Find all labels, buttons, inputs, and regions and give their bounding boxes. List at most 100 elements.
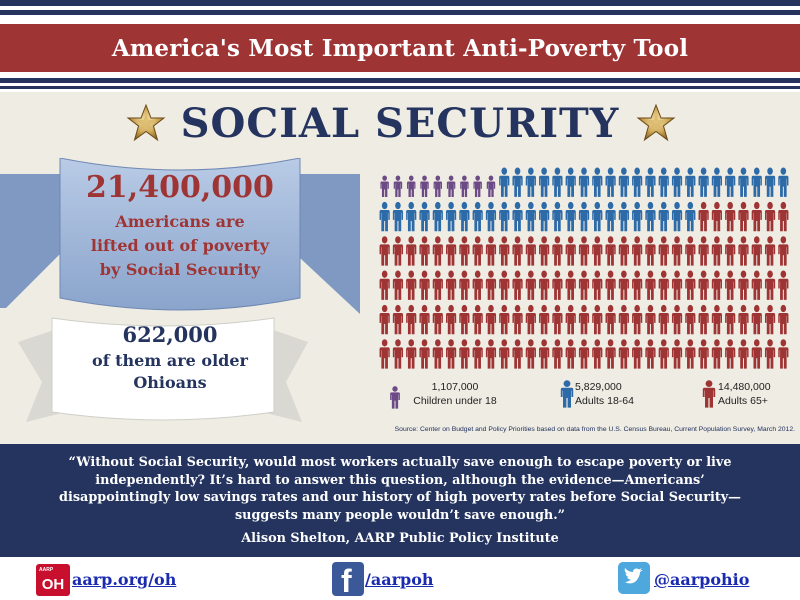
person-icon-seniors — [592, 270, 603, 300]
aarp-logo-tag: AARP — [39, 567, 54, 573]
person-icon-seniors — [711, 270, 722, 300]
person-icon-seniors — [605, 236, 616, 266]
headline: SOCIAL SECURITY — [0, 100, 800, 147]
person-icon-adults — [578, 167, 590, 197]
person-icon-seniors — [419, 339, 430, 369]
person-icon-adults — [499, 201, 510, 232]
person-icon-children — [393, 175, 403, 198]
person-icon-seniors — [432, 270, 443, 300]
person-icon-adults — [751, 167, 762, 197]
person-icon-seniors — [552, 304, 563, 335]
person-icon-adults — [392, 201, 404, 232]
person-icon-children — [433, 175, 443, 198]
person-icon-adults — [379, 201, 390, 232]
person-icon-seniors — [658, 236, 669, 266]
person-icon-seniors — [738, 201, 749, 232]
person-icon-seniors — [725, 270, 736, 300]
person-icon-adults — [711, 167, 722, 197]
person-icon-adults — [592, 201, 603, 232]
person-icon-seniors — [406, 270, 417, 300]
person-icon-seniors — [552, 270, 563, 300]
stat-ohio-line: Ohioans — [133, 373, 207, 392]
person-icon-seniors — [592, 304, 603, 335]
person-icon-seniors — [592, 236, 603, 266]
person-icon-seniors — [738, 339, 749, 369]
person-icon-seniors — [499, 270, 510, 300]
person-icon-seniors — [459, 304, 470, 335]
legend-children-label: Children under 18 — [413, 395, 497, 407]
person-icon-adults — [525, 201, 536, 232]
person-icon-children — [460, 175, 469, 198]
person-icon-seniors — [406, 236, 417, 266]
person-icon-adults — [632, 167, 643, 197]
person-icon-seniors — [379, 304, 390, 335]
legend-children-number: 1,107,000 — [431, 381, 479, 393]
person-icon-seniors — [632, 304, 643, 335]
person-icon-seniors — [525, 304, 536, 335]
person-icon-adults — [406, 201, 417, 232]
person-icon-seniors — [578, 270, 590, 300]
person-icon-seniors — [578, 304, 590, 335]
person-icon-seniors — [698, 339, 709, 369]
person-icon-seniors — [525, 270, 536, 300]
person-icon-seniors — [618, 236, 629, 266]
blue-ribbon — [0, 158, 360, 314]
quote-line: disappointingly low savings rates and ou… — [59, 490, 741, 505]
person-shape — [702, 380, 716, 408]
quote-text: “Without Social Security, would most wor… — [12, 454, 788, 524]
person-icon-seniors — [778, 339, 789, 369]
quote-panel — [0, 444, 800, 557]
person-icon-seniors — [512, 304, 523, 335]
person-icon-adults — [605, 201, 616, 232]
person-icon-seniors — [698, 236, 709, 266]
person-icon-adults — [698, 167, 709, 197]
stat-total-text: Americans are lifted out of poverty by S… — [50, 210, 310, 282]
stat-ohio-number: 622,000 — [122, 322, 218, 347]
person-icon-seniors — [432, 304, 443, 335]
person-icon-seniors — [446, 339, 457, 369]
person-icon-seniors — [406, 339, 417, 369]
person-icon-seniors — [419, 270, 430, 300]
person-icon-seniors — [711, 236, 722, 266]
twitter-link[interactable]: @aarpohio — [654, 570, 750, 589]
person-icon-adults — [658, 201, 669, 232]
person-icon-adults — [725, 167, 736, 197]
quote-line: independently? It’s hard to answer this … — [95, 472, 705, 488]
person-icon-adults — [632, 201, 643, 232]
person-icon-adults — [459, 201, 470, 232]
legend-adults-label: Adults 18-64 — [575, 395, 634, 407]
person-icon-adults — [485, 201, 497, 232]
person-icon-adults — [565, 201, 576, 232]
person-icon-seniors — [525, 339, 536, 369]
person-icon-seniors — [738, 270, 749, 300]
person-icon-seniors — [632, 236, 643, 266]
top-stripe — [0, 86, 800, 89]
person-icon-seniors — [379, 339, 390, 369]
person-icon-adults — [446, 201, 457, 232]
headline-text: SOCIAL SECURITY — [180, 100, 620, 147]
aarp-website-link[interactable]: aarp.org/oh — [72, 570, 177, 589]
person-icon-seniors — [698, 304, 709, 335]
person-icon-seniors — [645, 304, 656, 335]
person-icon-seniors — [485, 339, 497, 369]
quote-line: suggests many people wouldn’t save enoug… — [234, 507, 566, 523]
person-icon-adults — [645, 167, 656, 197]
person-icon-seniors — [698, 201, 709, 232]
person-icon-children — [420, 175, 429, 198]
person-icon-seniors — [751, 236, 762, 266]
person-icon-seniors — [711, 304, 722, 335]
person-icon-seniors — [419, 304, 430, 335]
person-icon-seniors — [605, 339, 616, 369]
person-icon-children — [473, 175, 482, 198]
person-icon-adults — [685, 201, 696, 232]
white-ribbon — [18, 317, 308, 422]
stat-total-line: by Social Security — [99, 260, 261, 279]
person-icon-adults — [685, 167, 696, 197]
person-icon-seniors — [419, 236, 430, 266]
person-icon-seniors — [778, 270, 789, 300]
facebook-link[interactable]: /aarpoh — [365, 570, 434, 589]
person-icon-seniors — [446, 270, 457, 300]
title-banner: America's Most Important Anti-Poverty To… — [0, 24, 800, 72]
person-icon-seniors — [751, 201, 762, 232]
person-icon-adults — [419, 201, 430, 232]
